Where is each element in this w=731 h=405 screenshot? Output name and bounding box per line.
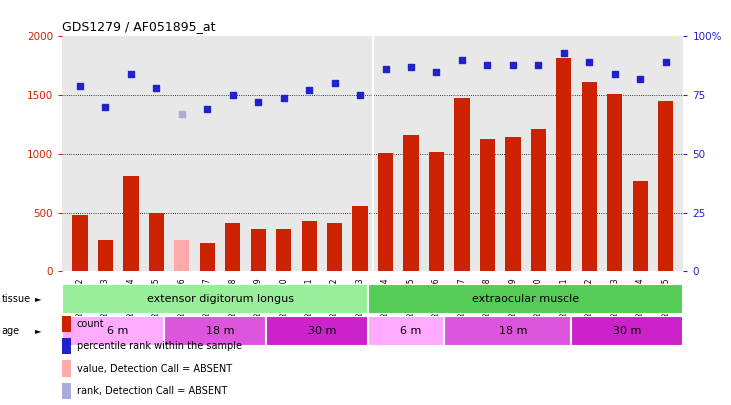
Bar <box>607 94 622 271</box>
Point <box>583 59 595 66</box>
Bar <box>480 139 495 271</box>
Bar <box>327 223 342 271</box>
Bar <box>62 316 174 346</box>
Bar <box>62 284 378 314</box>
Bar <box>582 82 597 271</box>
Text: extraocular muscle: extraocular muscle <box>472 294 579 304</box>
Point <box>532 62 544 68</box>
Point <box>227 92 238 98</box>
Point <box>202 106 213 113</box>
Bar <box>404 134 419 271</box>
Point <box>176 111 188 117</box>
Text: count: count <box>77 319 105 329</box>
Point <box>635 75 646 82</box>
Text: GDS1279 / AF051895_at: GDS1279 / AF051895_at <box>62 20 216 33</box>
Bar <box>276 229 292 271</box>
Point <box>507 62 519 68</box>
Text: value, Detection Call = ABSENT: value, Detection Call = ABSENT <box>77 364 232 373</box>
Text: ►: ► <box>35 326 42 336</box>
Bar <box>531 129 546 271</box>
Bar <box>148 213 164 271</box>
Text: ►: ► <box>35 294 42 303</box>
Bar <box>378 153 393 271</box>
Point <box>609 71 621 77</box>
Bar <box>301 222 317 271</box>
Bar <box>174 240 189 271</box>
Bar <box>368 284 683 314</box>
Point <box>74 83 86 89</box>
Bar <box>352 206 368 271</box>
Point <box>379 66 391 72</box>
Text: 6 m: 6 m <box>401 326 422 336</box>
Text: 18 m: 18 m <box>205 326 234 336</box>
Bar <box>98 240 113 271</box>
Bar <box>572 316 683 346</box>
Text: 6 m: 6 m <box>107 326 129 336</box>
Point <box>329 80 341 87</box>
Text: rank, Detection Call = ABSENT: rank, Detection Call = ABSENT <box>77 386 227 396</box>
Bar <box>164 316 276 346</box>
Bar <box>200 243 215 271</box>
Text: extensor digitorum longus: extensor digitorum longus <box>146 294 294 304</box>
Point <box>151 85 162 92</box>
Bar <box>658 101 673 271</box>
Bar <box>444 316 582 346</box>
Bar <box>266 316 378 346</box>
Text: 30 m: 30 m <box>308 326 336 336</box>
Point <box>431 68 442 75</box>
Bar <box>556 58 572 271</box>
Bar <box>505 137 520 271</box>
Bar <box>124 176 139 271</box>
Bar <box>225 223 240 271</box>
Point <box>482 62 493 68</box>
Point <box>252 99 264 105</box>
Text: percentile rank within the sample: percentile rank within the sample <box>77 341 242 351</box>
Bar <box>72 215 88 271</box>
Text: 18 m: 18 m <box>499 326 527 336</box>
Bar <box>429 152 444 271</box>
Point <box>456 57 468 63</box>
Bar <box>632 181 648 271</box>
Point <box>278 94 289 101</box>
Bar <box>454 98 469 271</box>
Point <box>303 87 315 94</box>
Point <box>99 104 111 110</box>
Point <box>660 59 672 66</box>
Text: 30 m: 30 m <box>613 326 642 336</box>
Bar <box>368 316 454 346</box>
Point <box>125 71 137 77</box>
Point <box>558 50 569 56</box>
Text: age: age <box>1 326 20 336</box>
Point <box>355 92 366 98</box>
Point <box>405 64 417 70</box>
Text: tissue: tissue <box>1 294 31 304</box>
Bar <box>251 229 266 271</box>
